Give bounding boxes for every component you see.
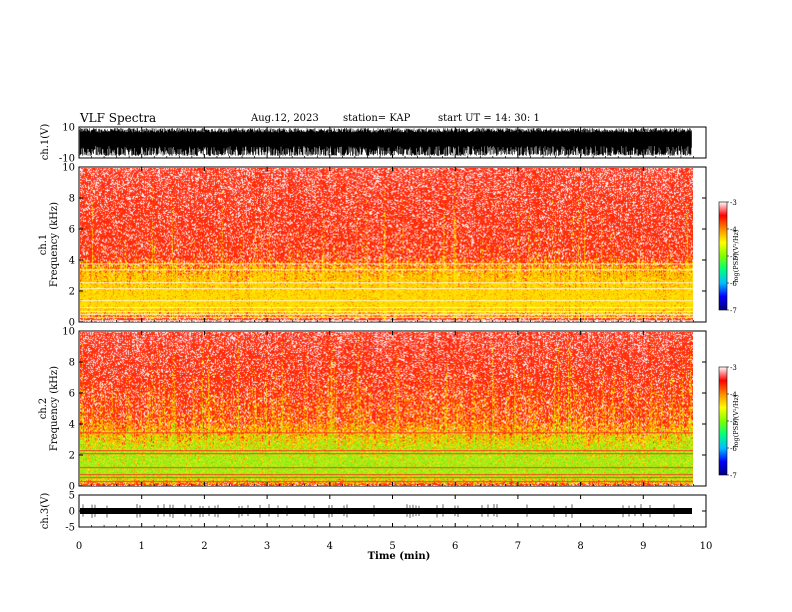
ch1-ylabel: ch.1(V) (40, 124, 51, 161)
x-tick-label: 10 (700, 541, 713, 552)
ch3-waveform-band (80, 508, 692, 514)
station-label: station= KAP (343, 113, 411, 124)
y-tick-label: 10 (62, 163, 75, 174)
colorbar-tick-label: -7 (730, 307, 737, 315)
colorbar-tick-label: -3 (730, 364, 737, 372)
colorbar-label-2: log(PSD)(V²/Hz) (732, 394, 740, 447)
y-tick-label: 0 (69, 318, 75, 329)
y-tick-label: 6 (69, 389, 75, 400)
y-tick-label: 2 (69, 451, 75, 462)
x-axis-label: Time (min) (368, 551, 431, 562)
y-tick-label: 8 (69, 358, 75, 369)
x-tick-label: 1 (139, 541, 145, 552)
date-label: Aug.12, 2023 (251, 113, 319, 124)
y-tick-label: 6 (69, 225, 75, 236)
p3-ylabel-freq: Frequency (kHz) (49, 366, 60, 451)
y-tick-label: 2 (69, 287, 75, 298)
x-tick-label: 4 (327, 541, 333, 552)
ch1-waveform-trace (79, 128, 692, 156)
x-tick-label: 6 (452, 541, 458, 552)
colorbar-tick-label: -6 (730, 280, 737, 288)
x-tick-label: 0 (76, 541, 82, 552)
y-tick-label: 4 (69, 256, 75, 267)
x-tick-label: 2 (201, 541, 207, 552)
colorbar-1 (718, 201, 728, 311)
y-tick-label: 10 (62, 123, 75, 134)
y-tick-label: 4 (69, 420, 75, 431)
x-tick-label: 5 (389, 541, 395, 552)
y-tick-label: -10 (59, 154, 75, 165)
p2-ylabel-freq: Frequency (kHz) (49, 202, 60, 287)
x-tick-label: 3 (264, 541, 270, 552)
p3-ylabel-ch: ch.2 (38, 398, 49, 420)
ch3-waveform-panel (80, 504, 692, 518)
y-tick-label: 8 (69, 194, 75, 205)
y-tick-label: 0 (69, 507, 75, 518)
start-time-label: start UT = 14: 30: 1 (438, 113, 540, 124)
y-tick-label: 5 (69, 491, 75, 502)
colorbar-tick-label: -6 (730, 445, 737, 453)
colorbar-tick-label: -4 (730, 226, 737, 234)
ch2-spectrogram-panel (80, 332, 693, 486)
ch3-ylabel: ch.3(V) (40, 493, 51, 530)
colorbars: -3 -4 -5 -6 -7 log(PSD)(V²/Hz) -3 -4 -5 -6 -7 log(P… (718, 199, 740, 480)
y-tick-label: 0 (69, 482, 75, 493)
p3-heatmap-image (80, 332, 693, 486)
colorbar-2 (718, 366, 728, 476)
x-tick-label: 8 (577, 541, 583, 552)
colorbar-tick-label: -4 (730, 391, 737, 399)
y-tick-label: -5 (65, 523, 75, 534)
x-tick-label: 9 (640, 541, 646, 552)
colorbar-tick-label: -5 (730, 418, 737, 426)
colorbar-label-1: log(PSD)(V²/Hz) (732, 229, 740, 282)
ch1-waveform-panel (79, 128, 692, 156)
p2-ylabel-ch: ch.1 (38, 234, 49, 256)
colorbar-tick-label: -5 (730, 253, 737, 261)
colorbar-tick-label: -7 (730, 472, 737, 480)
colorbar-tick-label: -3 (730, 199, 737, 207)
p2-heatmap-image (80, 168, 693, 322)
x-tick-label: 7 (515, 541, 521, 552)
y-tick-label: 10 (62, 327, 75, 338)
figure-title: VLF Spectra (80, 111, 157, 125)
ch1-spectrogram-panel (80, 168, 693, 322)
